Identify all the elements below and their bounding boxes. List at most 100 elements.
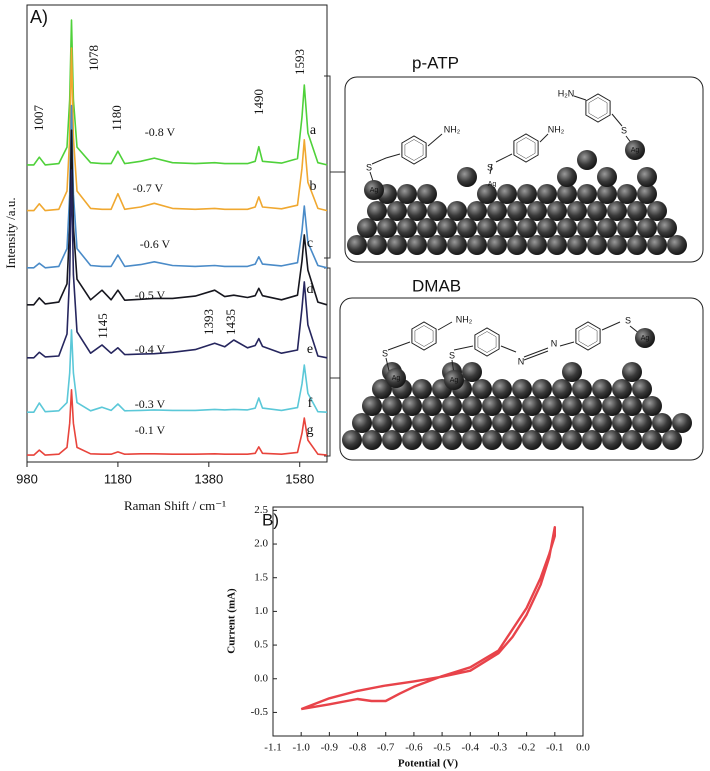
ag-atom bbox=[502, 396, 522, 416]
ag-atom bbox=[567, 201, 587, 221]
ag-atom bbox=[417, 184, 437, 204]
y-tick-label: -0.5 bbox=[251, 706, 269, 718]
ag-atom bbox=[402, 396, 422, 416]
benzene-inner bbox=[588, 97, 608, 119]
ag-atom bbox=[587, 235, 607, 255]
ag-atom bbox=[627, 201, 647, 221]
diagram-title: DMAB bbox=[412, 276, 461, 295]
ag-atom bbox=[662, 430, 682, 450]
atom-label: Ag bbox=[450, 377, 459, 384]
ag-atom bbox=[392, 413, 412, 433]
x-tick-label: 1180 bbox=[104, 471, 132, 486]
potential-label: -0.3 V bbox=[135, 397, 166, 411]
ag-atom bbox=[667, 235, 687, 255]
data-line bbox=[27, 104, 328, 269]
atom-label: NH₂ bbox=[548, 124, 565, 134]
data-line bbox=[27, 19, 328, 166]
x-axis-label: Raman Shift / cm⁻¹ bbox=[124, 498, 226, 513]
x-tick-label: -0.4 bbox=[462, 742, 480, 754]
x-tick-label: -0.8 bbox=[349, 742, 367, 754]
ag-atom bbox=[577, 184, 597, 204]
bond bbox=[427, 133, 443, 147]
series-label: f bbox=[308, 396, 313, 411]
y-tick-label: 2.0 bbox=[254, 538, 268, 550]
x-tick-label: 1380 bbox=[194, 471, 223, 486]
x-tick-label: -0.7 bbox=[377, 742, 395, 754]
benzene-inner bbox=[516, 137, 536, 159]
ag-atom bbox=[625, 140, 645, 160]
x-axis-label: Potential (V) bbox=[398, 758, 459, 770]
ag-atom bbox=[587, 201, 607, 221]
peak-label: 1593 bbox=[292, 49, 307, 75]
ag-atom bbox=[362, 430, 382, 450]
potential-label: -0.4 V bbox=[135, 342, 166, 356]
x-tick-label: 0.0 bbox=[576, 742, 590, 754]
x-tick-label: -0.1 bbox=[546, 742, 563, 754]
ag-atom bbox=[557, 184, 577, 204]
ag-atom bbox=[422, 396, 442, 416]
ag-atom bbox=[432, 413, 452, 433]
ag-atom bbox=[517, 218, 537, 238]
bond bbox=[523, 347, 549, 358]
atom-label: Ag bbox=[631, 147, 640, 154]
ag-atom bbox=[642, 430, 662, 450]
ag-atom bbox=[597, 184, 617, 204]
ag-atom bbox=[407, 201, 427, 221]
ag-atom bbox=[592, 379, 612, 399]
ag-atom bbox=[602, 430, 622, 450]
ag-atom bbox=[572, 413, 592, 433]
atom-label: S bbox=[487, 162, 493, 172]
ag-atom bbox=[632, 379, 652, 399]
ag-atom bbox=[497, 218, 517, 238]
ag-atom bbox=[412, 413, 432, 433]
ag-atom bbox=[612, 379, 632, 399]
x-tick-label: -0.2 bbox=[518, 742, 535, 754]
ag-atom bbox=[372, 379, 392, 399]
series-label: g bbox=[307, 423, 314, 438]
ag-atom bbox=[387, 201, 407, 221]
ag-atom bbox=[412, 379, 432, 399]
ag-atom bbox=[447, 201, 467, 221]
ag-atom bbox=[472, 413, 492, 433]
ag-atom bbox=[402, 430, 422, 450]
atom-label: S bbox=[382, 348, 388, 358]
ag-atom bbox=[582, 430, 602, 450]
bond bbox=[453, 345, 474, 351]
atom-label: S bbox=[625, 315, 631, 325]
ag-atom bbox=[642, 396, 662, 416]
peak-label: 1145 bbox=[95, 313, 110, 339]
benzene-inner bbox=[414, 325, 434, 347]
ag-atom bbox=[622, 396, 642, 416]
y-tick-label: 1.5 bbox=[254, 571, 268, 583]
ag-atom bbox=[427, 235, 447, 255]
bond bbox=[500, 345, 517, 353]
data-line bbox=[27, 129, 328, 306]
ag-atom bbox=[672, 413, 692, 433]
ag-atom bbox=[462, 396, 482, 416]
series-label: b bbox=[310, 179, 317, 194]
ag-atom bbox=[472, 379, 492, 399]
ag-atom bbox=[547, 235, 567, 255]
data-line bbox=[27, 47, 328, 212]
ag-atom bbox=[487, 201, 507, 221]
diagram-title: p-ATP bbox=[412, 53, 459, 72]
ag-atom bbox=[342, 430, 362, 450]
x-tick-label: 980 bbox=[16, 471, 38, 486]
ag-atom bbox=[592, 413, 612, 433]
ag-atom bbox=[512, 413, 532, 433]
bond bbox=[611, 113, 623, 127]
ag-atom bbox=[597, 167, 617, 187]
ag-atom bbox=[487, 235, 507, 255]
ag-atom bbox=[597, 218, 617, 238]
ag-atom bbox=[562, 396, 582, 416]
ag-atom bbox=[557, 167, 577, 187]
ag-atom bbox=[457, 218, 477, 238]
ag-atom bbox=[635, 328, 655, 348]
data-line bbox=[27, 389, 328, 456]
ag-atom bbox=[537, 218, 557, 238]
diagram-box bbox=[339, 297, 704, 461]
ag-atom bbox=[552, 379, 572, 399]
y-tick-label: 0.0 bbox=[254, 672, 268, 684]
x-tick-label: -1.0 bbox=[292, 742, 310, 754]
series-label: e bbox=[307, 342, 313, 357]
